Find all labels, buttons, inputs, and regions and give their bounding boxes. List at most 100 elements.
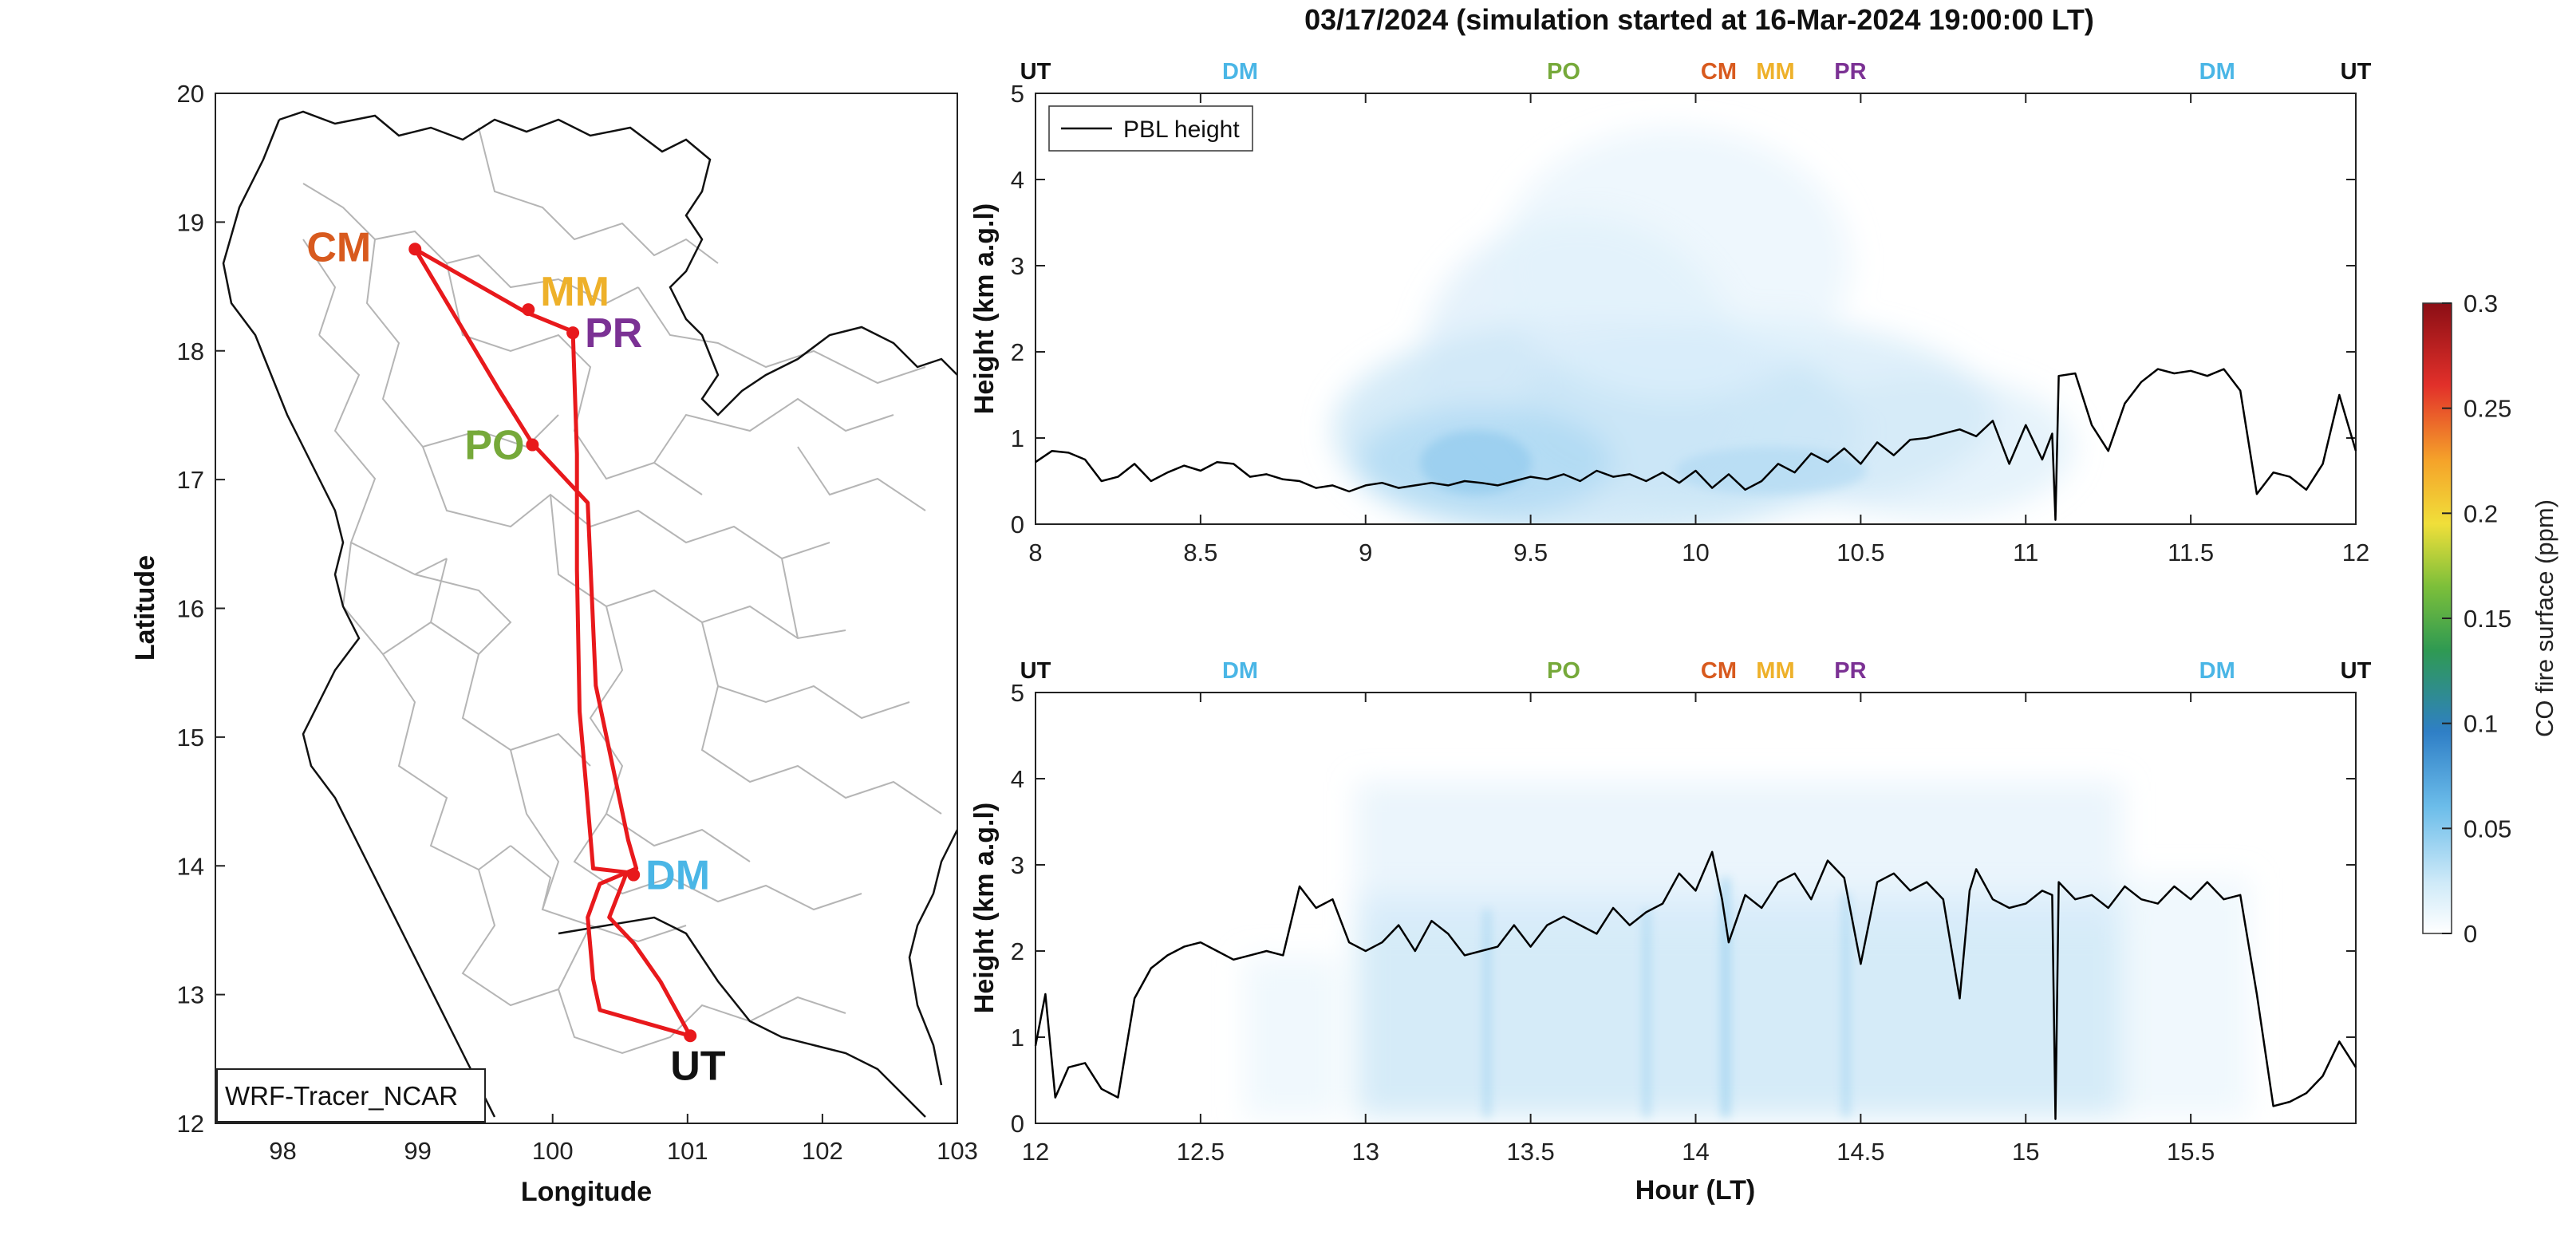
map-ytick-label: 20 <box>177 80 204 108</box>
top-xtick-label: 11 <box>2013 539 2038 566</box>
map-xlabel: Longitude <box>521 1177 652 1207</box>
top-station-tag-pr: PR <box>1834 59 1866 85</box>
legend-label: PBL height <box>1123 116 1240 143</box>
bottom-ytick-label: 0 <box>1011 1110 1024 1138</box>
station-label-dm: DM <box>645 853 710 899</box>
top-station-tag-dm: DM <box>1222 59 1258 85</box>
top-xtick-label: 8.5 <box>1183 539 1217 566</box>
bottom-xtick-label: 12 <box>1022 1138 1049 1166</box>
bottom-station-tag-cm: CM <box>1701 658 1737 684</box>
map-ytick-label: 17 <box>177 466 204 494</box>
map-ytick-label: 18 <box>177 337 204 365</box>
bottom-xtick-label: 13 <box>1352 1138 1379 1166</box>
colorbar-tick-label: 0.05 <box>2464 815 2511 843</box>
top-ytick-label: 2 <box>1011 338 1024 366</box>
map-ytick-label: 12 <box>177 1110 204 1138</box>
top-ytick-label: 1 <box>1011 424 1024 452</box>
top-xtick-label: 9 <box>1359 539 1372 566</box>
bottom-xtick-label: 14 <box>1682 1138 1709 1166</box>
map-xtick-label: 99 <box>404 1137 431 1165</box>
bottom-xlabel: Hour (LT) <box>1635 1175 1755 1206</box>
station-marker-dm <box>627 868 641 882</box>
station-marker-pr <box>566 326 580 340</box>
bottom-ylabel: Height (km a.g.l) <box>969 803 1000 1013</box>
colorbar-tick-label: 0.15 <box>2464 605 2511 633</box>
bottom-xtick-label: 13.5 <box>1506 1138 1554 1166</box>
station-label-mm: MM <box>540 269 609 315</box>
station-label-pr: PR <box>585 310 642 357</box>
top-station-tag-mm: MM <box>1756 59 1794 85</box>
top-xtick-label: 11.5 <box>2168 539 2214 566</box>
bottom-ytick-label: 2 <box>1011 937 1024 965</box>
bottom-co-field <box>1245 782 2250 1117</box>
station-marker-cm <box>408 243 422 256</box>
bottom-station-tag-dm: DM <box>2199 658 2235 684</box>
top-legend: PBL height <box>1048 105 1253 152</box>
bottom-station-tag-ut: UT <box>2341 658 2372 684</box>
colorbar-label: CO fire surface (ppm) <box>2531 499 2558 737</box>
colorbar: 0 0.05 0.1 0.15 0.2 0.25 0.3 CO fire surface (… <box>2422 290 2558 948</box>
colorbar-ticks: 0 0.05 0.1 0.15 0.2 0.25 0.3 <box>2442 290 2511 948</box>
bottom-station-tag-pr: PR <box>1834 658 1866 684</box>
bottom-xtick-label: 12.5 <box>1177 1138 1225 1166</box>
station-marker-mm <box>522 303 535 317</box>
bottom-station-tag-ut: UT <box>1020 658 1051 684</box>
bottom-xtick-label: 14.5 <box>1836 1138 1884 1166</box>
top-ytick-label: 3 <box>1011 252 1024 280</box>
top-co-field <box>1332 128 2074 524</box>
station-marker-po <box>526 438 539 452</box>
top-station-tag-ut: UT <box>1020 59 1051 85</box>
bottom-ytick-label: 5 <box>1011 679 1024 707</box>
top-xtick-label: 12 <box>2342 539 2369 566</box>
colorbar-tick-label: 0.2 <box>2464 499 2498 527</box>
top-ytick-label: 4 <box>1011 166 1024 194</box>
top-xtick-label: 10 <box>1682 539 1709 566</box>
top-ytick-label: 5 <box>1011 80 1024 108</box>
map-xtick-label: 98 <box>269 1137 296 1165</box>
bottom-station-tag-dm: DM <box>1222 658 1258 684</box>
map-ytick-label: 15 <box>177 724 204 752</box>
flight-route <box>412 247 692 1038</box>
top-ytick-label: 0 <box>1011 511 1024 539</box>
bottom-station-tag-po: PO <box>1547 658 1580 684</box>
top-station-tag-dm: DM <box>2199 59 2235 85</box>
map-ytick-label: 16 <box>177 595 204 623</box>
figure-title: 03/17/2024 (simulation started at 16-Mar… <box>1304 3 2094 36</box>
map-ytick-label: 19 <box>177 208 204 236</box>
map-ticks: 98 99 100 101 102 103 12 13 14 15 16 17 18 19 20 <box>177 80 978 1165</box>
map-xtick-label: 103 <box>937 1137 978 1165</box>
bottom-station-tag-mm: MM <box>1756 658 1794 684</box>
top-station-tag-cm: CM <box>1701 59 1737 85</box>
bottom-ytick-label: 4 <box>1011 765 1024 793</box>
top-pbl-line <box>1035 368 2357 521</box>
map-ylabel: Latitude <box>130 555 160 661</box>
top-ylabel: Height (km a.g.l) <box>969 203 1000 414</box>
model-label: WRF-Tracer_NCAR <box>225 1081 458 1111</box>
bottom-ytick-label: 1 <box>1011 1024 1024 1052</box>
colorbar-tick-label: 0.25 <box>2464 395 2511 423</box>
bottom-xtick-label: 15 <box>2012 1138 2039 1166</box>
station-label-ut: UT <box>670 1043 726 1089</box>
station-label-cm: CM <box>306 224 371 270</box>
map-xtick-label: 101 <box>667 1137 708 1165</box>
top-xtick-label: 8 <box>1028 539 1042 566</box>
map-xtick-label: 102 <box>802 1137 843 1165</box>
top-station-tag-ut: UT <box>2341 59 2372 85</box>
bottom-ytick-label: 3 <box>1011 851 1024 879</box>
colorbar-tick-label: 0.1 <box>2464 710 2498 738</box>
bottom-xtick-label: 15.5 <box>2167 1138 2215 1166</box>
colorbar-tick-label: 0.3 <box>2464 290 2498 318</box>
station-marker-ut <box>684 1029 697 1043</box>
top-station-tag-po: PO <box>1547 59 1580 85</box>
top-xtick-label: 10.5 <box>1836 539 1884 566</box>
map-ytick-label: 13 <box>177 981 204 1009</box>
map-xtick-label: 100 <box>532 1137 574 1165</box>
model-label-box: WRF-Tracer_NCAR <box>216 1068 486 1123</box>
